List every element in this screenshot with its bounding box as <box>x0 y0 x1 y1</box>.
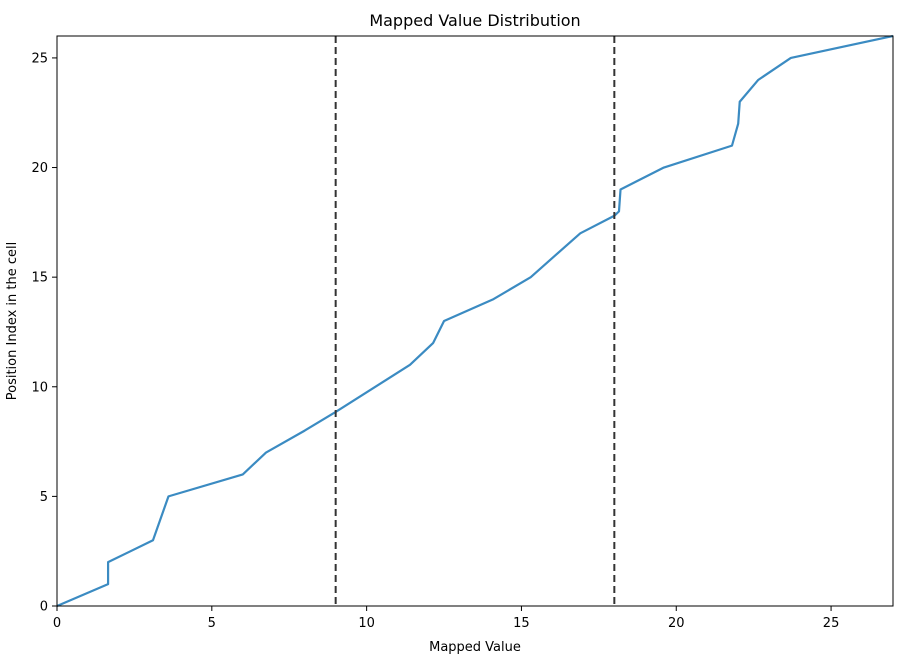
x-axis-label: Mapped Value <box>429 640 521 655</box>
y-tick-label: 15 <box>31 271 48 286</box>
y-tick-label: 5 <box>40 490 48 505</box>
x-tick-label: 5 <box>208 616 216 631</box>
chart-title: Mapped Value Distribution <box>369 11 580 30</box>
y-tick-label: 20 <box>31 161 48 176</box>
axes-frame <box>56 35 894 607</box>
x-tick-label: 25 <box>823 616 840 631</box>
series-line-0 <box>56 34 894 608</box>
x-tick-label: 10 <box>358 616 375 631</box>
y-tick-label: 0 <box>40 600 48 615</box>
y-tick-label: 25 <box>31 51 48 66</box>
x-tick-label: 0 <box>53 616 61 631</box>
x-tick-label: 15 <box>513 616 530 631</box>
x-tick-label: 20 <box>668 616 685 631</box>
y-axis-label: Position Index in the cell <box>5 242 20 401</box>
y-tick-label: 10 <box>31 380 48 395</box>
plot-area: 0 5 10 15 20 25 0 5 10 15 20 25 <box>31 34 894 631</box>
